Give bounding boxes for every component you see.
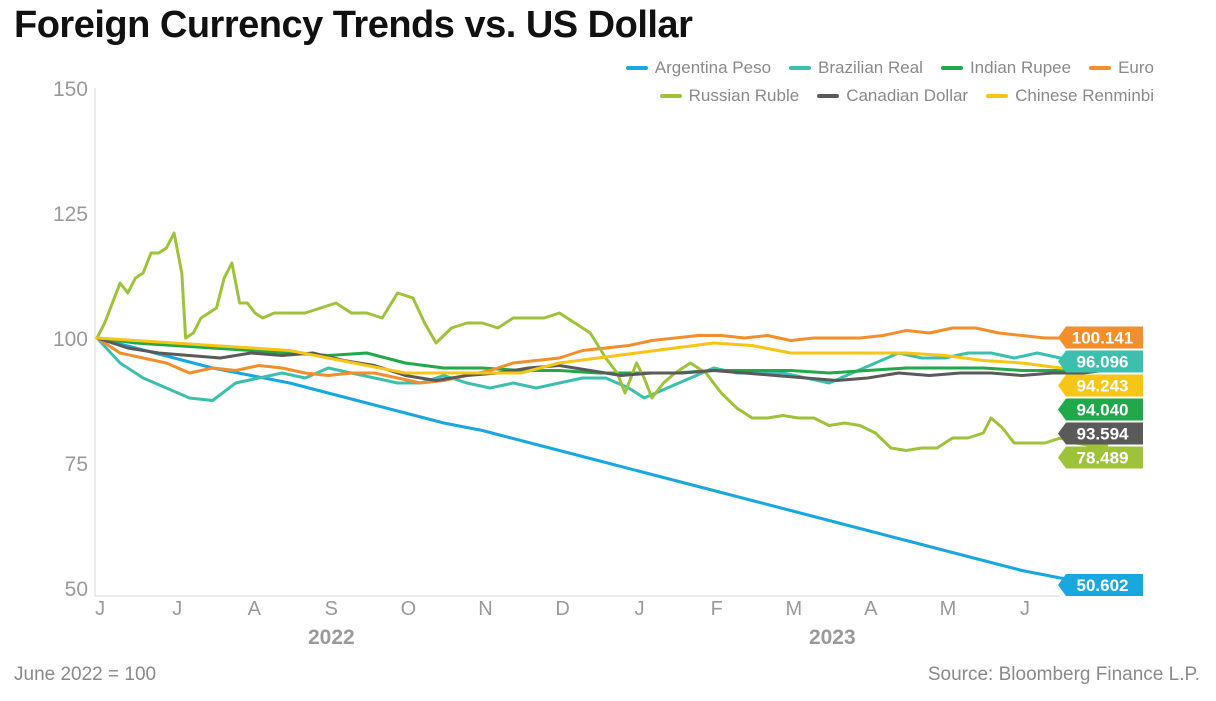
series-line (95, 326, 1109, 385)
legend-item: Chinese Renminbi (986, 86, 1154, 106)
year-label: 2023 (809, 626, 856, 649)
legend-swatch (789, 66, 812, 70)
chart-title: Foreign Currency Trends vs. US Dollar (14, 4, 693, 46)
x-tick-label: J (172, 598, 182, 620)
end-label-tag (1058, 374, 1143, 397)
x-tick-label: S (325, 598, 338, 620)
footnote: June 2022 = 100 (14, 664, 157, 685)
legend-item: Canadian Dollar (817, 86, 968, 106)
y-tick-label: 125 (53, 203, 88, 226)
end-label-value: 93.594 (1077, 425, 1130, 444)
legend-label: Russian Ruble (688, 86, 800, 105)
legend-item: Argentina Peso (625, 58, 772, 78)
legend-swatch (1089, 66, 1112, 70)
year-label: 2022 (308, 626, 355, 649)
end-label-value: 94.040 (1077, 401, 1129, 420)
source-note: Source: Bloomberg Finance L.P. (927, 664, 1200, 685)
legend-swatch (817, 94, 840, 98)
series-line (95, 231, 1109, 452)
legend-label: Canadian Dollar (846, 86, 969, 105)
x-tick-label: J (1020, 598, 1030, 620)
legend-swatch (940, 66, 963, 70)
y-tick-label: 50 (65, 578, 88, 601)
end-label-value: 78.489 (1077, 449, 1129, 468)
series-line (95, 336, 1109, 382)
x-tick-label: M (785, 598, 802, 620)
end-label-tag (1058, 422, 1143, 445)
chart-legend: Argentina Peso Brazilian Real Indian Rupee… (514, 58, 1154, 106)
end-label-value: 100.141 (1072, 329, 1133, 348)
series-line (95, 336, 1109, 587)
x-tick-label: A (248, 598, 262, 620)
end-label-value: 50.602 (1077, 576, 1129, 595)
x-tick-label: N (478, 598, 492, 620)
legend-item: Indian Rupee (940, 58, 1072, 78)
x-tick-label: F (711, 598, 723, 620)
x-tick-label: A (864, 598, 878, 620)
x-tick-label: M (940, 598, 957, 620)
legend-label: Euro (1118, 58, 1154, 77)
legend-label: Argentina Peso (654, 58, 772, 77)
legend-item: Russian Ruble (659, 86, 800, 106)
end-label-tag (1058, 326, 1143, 349)
series-line (95, 336, 1109, 402)
legend-label: Chinese Renminbi (1015, 86, 1154, 105)
end-label-value: 94.243 (1077, 377, 1129, 396)
x-tick-label: J (635, 598, 645, 620)
x-tick-label: J (95, 598, 105, 620)
y-tick-label: 75 (65, 453, 88, 476)
end-label-tag (1058, 398, 1143, 421)
x-tick-label: D (555, 598, 569, 620)
end-label-tag (1058, 574, 1143, 596)
legend-item: Brazilian Real (789, 58, 923, 78)
legend-swatch (659, 94, 682, 98)
end-label-value: 96.096 (1077, 353, 1129, 372)
y-tick-label: 150 (53, 78, 88, 101)
legend-item: Euro (1089, 58, 1154, 78)
x-tick-label: O (401, 598, 417, 620)
legend-label: Indian Rupee (969, 58, 1072, 77)
legend-label: Brazilian Real (818, 58, 923, 77)
end-label-tag (1058, 350, 1143, 373)
end-label-tag (1058, 446, 1143, 469)
y-tick-label: 100 (53, 328, 88, 351)
legend-swatch (986, 94, 1009, 98)
series-line (95, 336, 1109, 375)
legend-swatch (625, 66, 648, 70)
